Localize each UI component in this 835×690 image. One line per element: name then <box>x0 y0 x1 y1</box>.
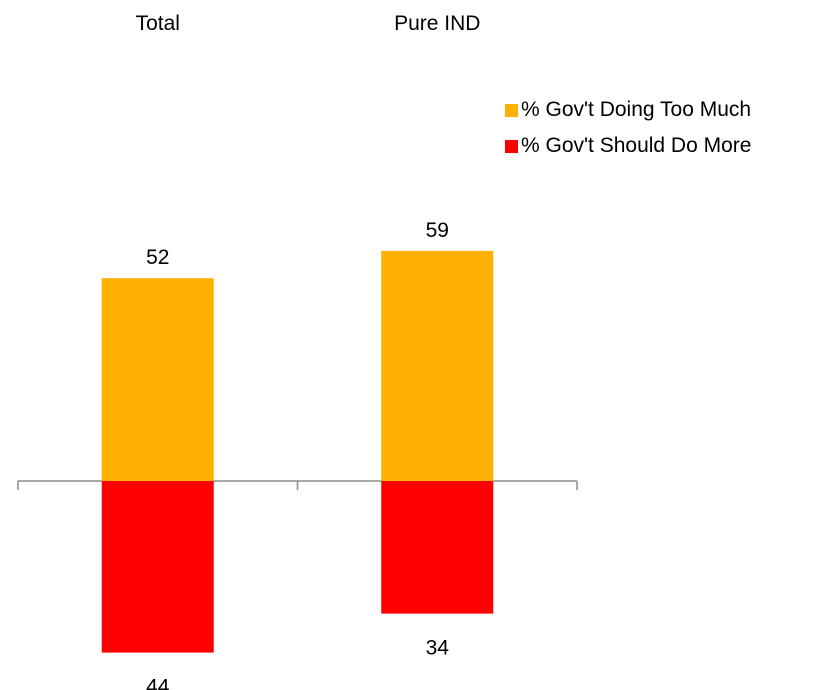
legend-label-too-much: % Gov't Doing Too Much <box>521 98 752 121</box>
category-label-total: Total <box>136 12 180 35</box>
bar-too-much-pure-ind <box>381 250 494 481</box>
legend-item-do-more: % Gov't Should Do More <box>505 128 751 164</box>
data-label-do-more-pure-ind: 34 <box>426 637 450 660</box>
legend-swatch-too-much <box>505 103 518 117</box>
legend-label-do-more: % Gov't Should Do More <box>521 134 752 157</box>
legend-item-too-much: % Gov't Doing Too Much <box>505 92 751 128</box>
bar-too-much-total <box>101 278 214 481</box>
data-label-do-more-total: 44 <box>146 676 170 690</box>
data-label-too-much-pure-ind: 59 <box>426 219 449 242</box>
bar-do-more-pure-ind <box>381 481 494 614</box>
legend-swatch-do-more <box>505 139 518 153</box>
legend: % Gov't Doing Too Much % Gov't Should Do… <box>505 92 751 164</box>
data-label-too-much-total: 52 <box>146 246 169 269</box>
bar-do-more-total <box>101 481 214 653</box>
category-label-pure-ind: Pure IND <box>394 12 480 35</box>
